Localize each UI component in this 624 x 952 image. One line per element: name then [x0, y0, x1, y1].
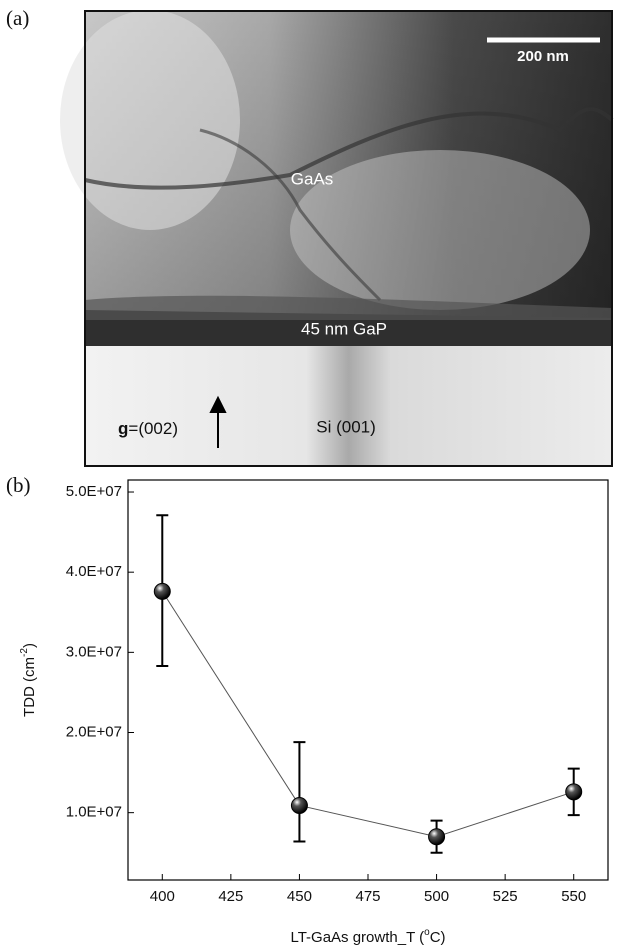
x-tick-label: 450 [287, 888, 312, 905]
micrograph [60, 10, 612, 466]
y-tick-label: 3.0E+07 [66, 643, 122, 660]
scale-bar-label: 200 nm [517, 48, 569, 65]
g-symbol: g [118, 419, 128, 438]
y-tick-label: 4.0E+07 [66, 563, 122, 580]
y-tick-label: 2.0E+07 [66, 723, 122, 740]
figure: (a) 200 nm GaAs 45 nm GaP g=(002) Si (00… [0, 0, 624, 952]
panel-label: (b) [6, 473, 31, 497]
y-title-part: ) [21, 643, 38, 648]
x-tick-label: 525 [493, 888, 518, 905]
data-point [429, 829, 445, 845]
error-bar-upper [156, 515, 168, 591]
g-value: =(002) [128, 419, 178, 438]
page: (a) 200 nm GaAs 45 nm GaP g=(002) Si (00… [0, 0, 624, 952]
substrate-label: Si (001) [316, 417, 376, 436]
y-axis-title: TDD (cm-2) [19, 643, 38, 717]
x-axis-title: LT-GaAs growth_T (oC) [290, 927, 445, 946]
x-title-part: LT-GaAs growth_T ( [290, 929, 424, 946]
error-bar-upper [293, 742, 305, 805]
layer-label: GaAs [291, 169, 334, 188]
error-bar-lower [156, 591, 168, 666]
x-tick-label: 550 [561, 888, 586, 905]
x-tick-label: 475 [355, 888, 380, 905]
y-tick-label: 5.0E+07 [66, 483, 122, 500]
x-title-part: C) [430, 929, 446, 946]
y-title-part: TDD (cm [21, 657, 38, 717]
data-point [566, 784, 582, 800]
x-tick-label: 500 [424, 888, 449, 905]
y-tick-label: 1.0E+07 [66, 804, 122, 821]
data-point [291, 797, 307, 813]
connector-line [162, 591, 573, 836]
plot-frame [128, 480, 608, 880]
x-tick-label: 400 [150, 888, 175, 905]
data-point [154, 583, 170, 599]
layer-label: 45 nm GaP [301, 319, 387, 338]
panel-label: (a) [6, 6, 29, 30]
x-tick-label: 425 [218, 888, 243, 905]
g-vector: g=(002) [118, 419, 178, 438]
